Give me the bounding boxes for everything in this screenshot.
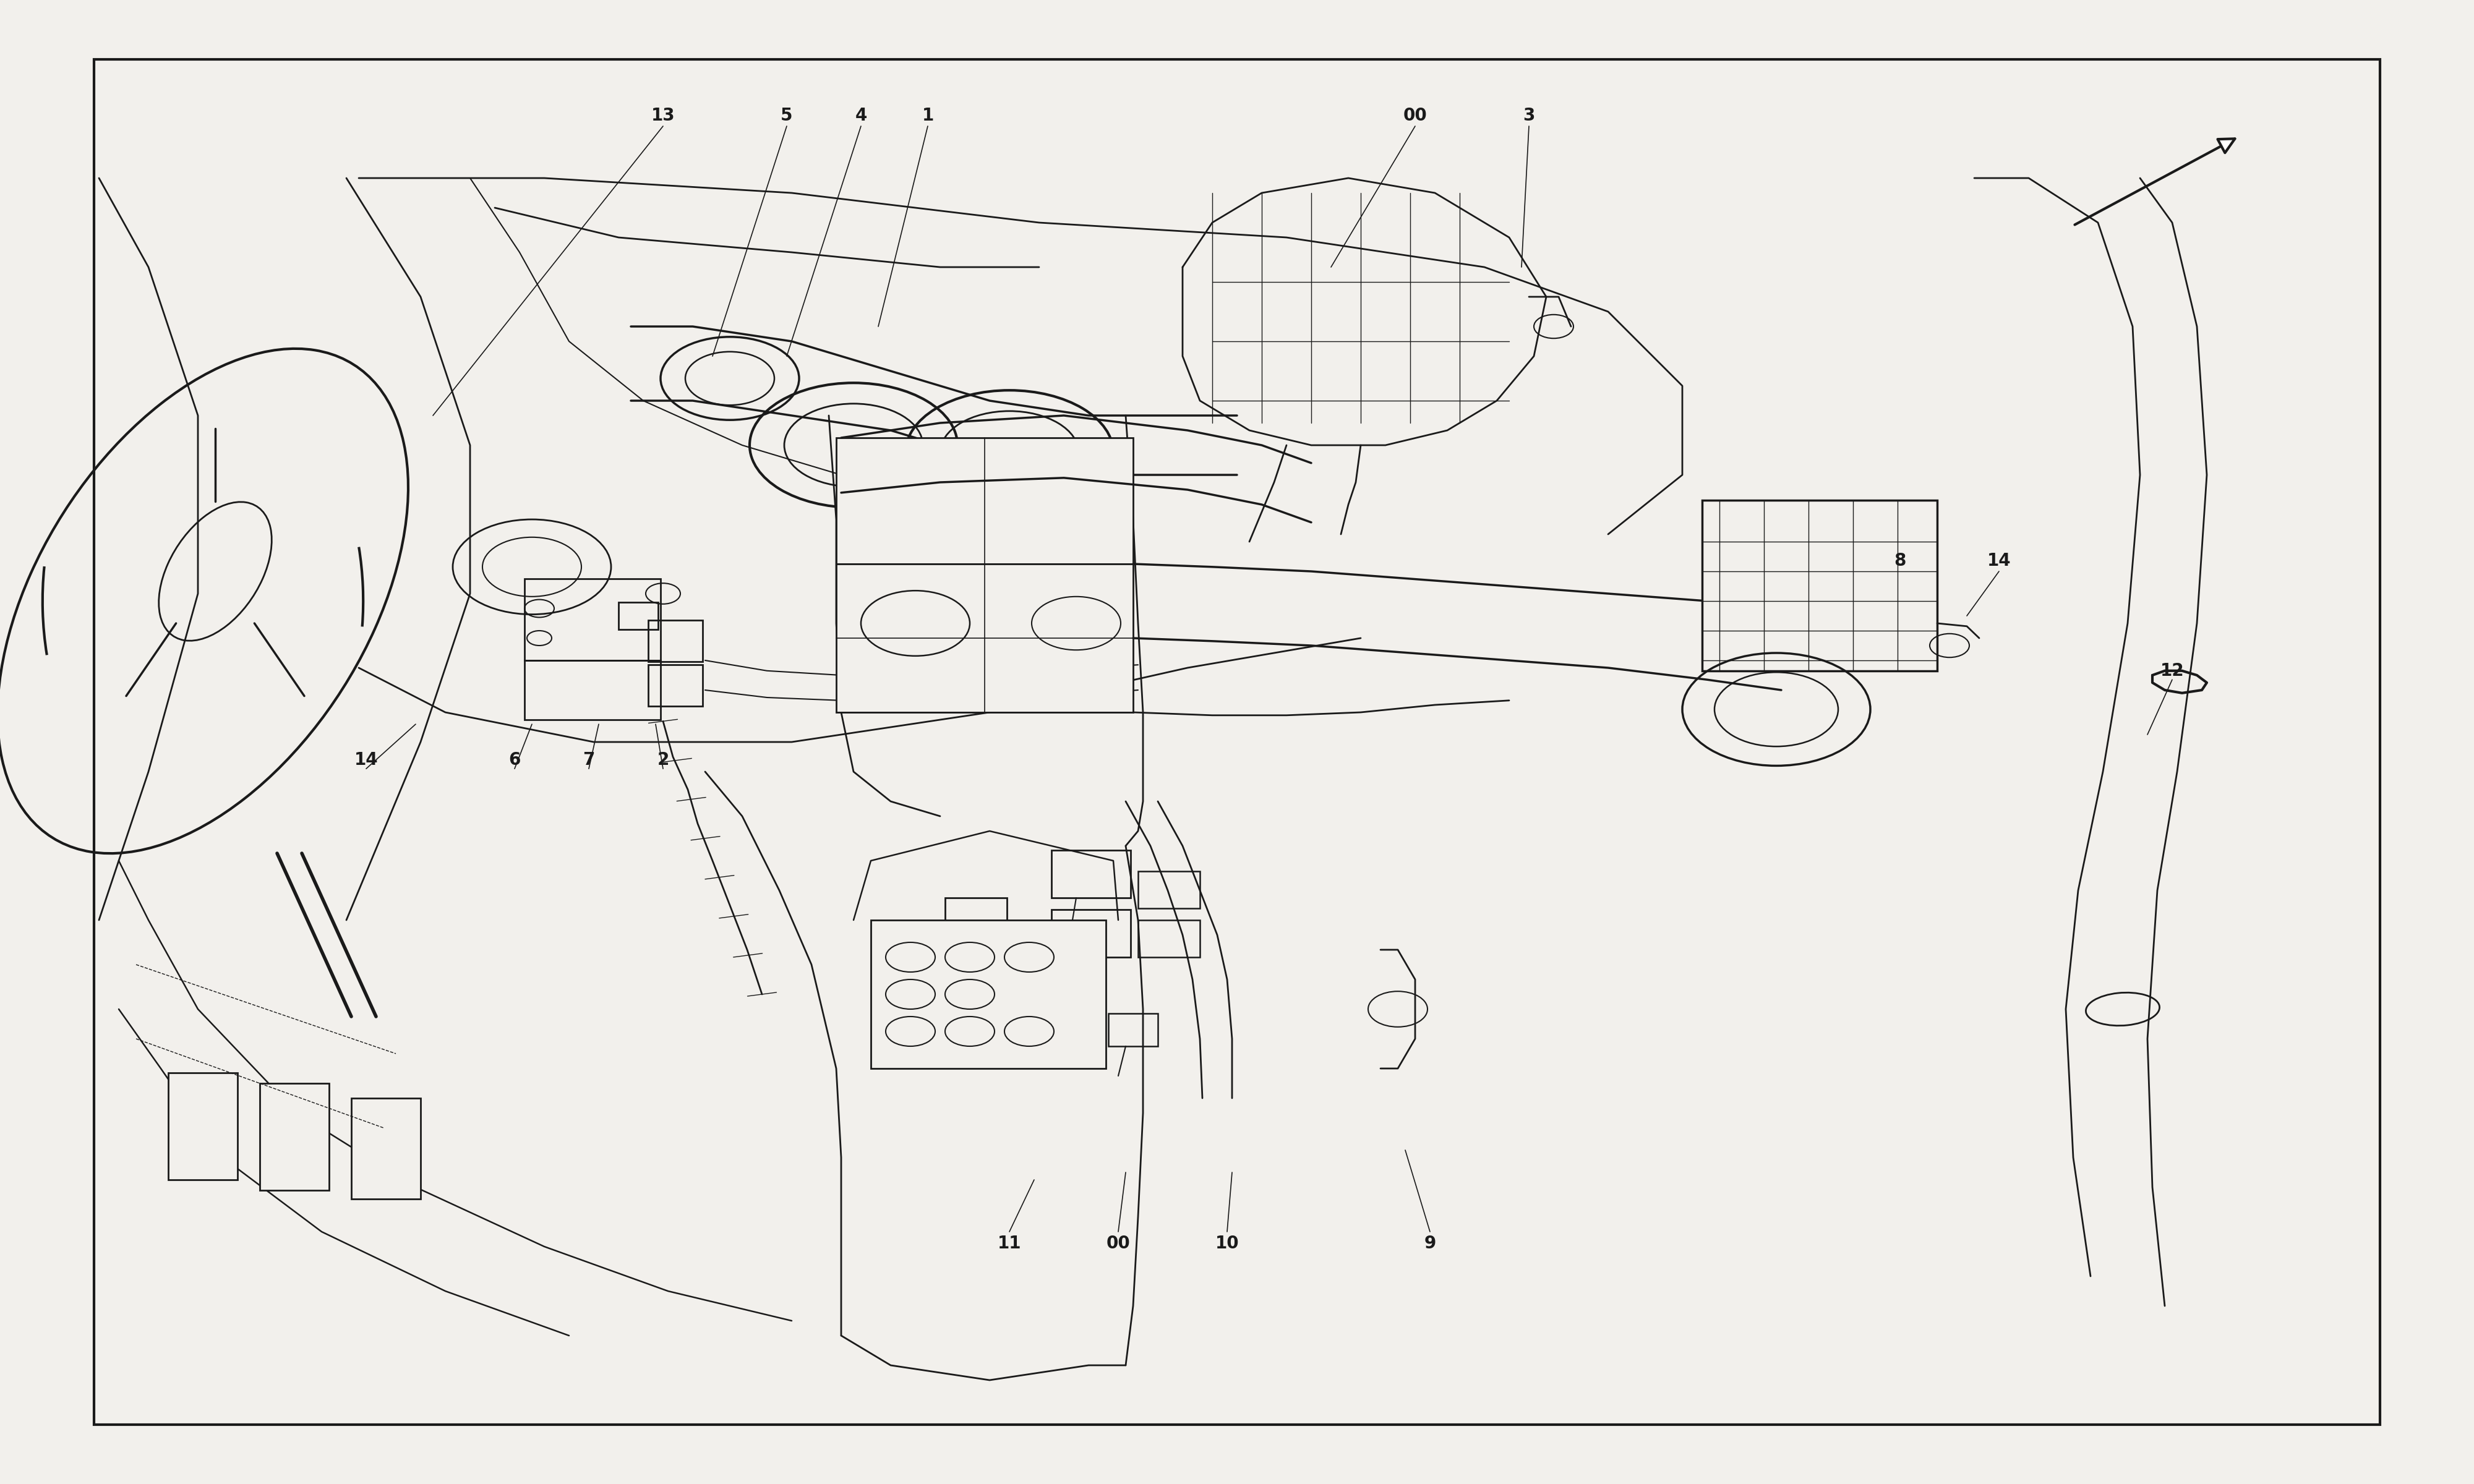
Bar xyxy=(1138,871,1200,908)
Bar xyxy=(260,1083,329,1190)
Text: 00: 00 xyxy=(1106,1235,1131,1252)
Text: 5: 5 xyxy=(782,107,792,125)
Bar xyxy=(351,1098,421,1199)
Text: 6: 6 xyxy=(510,751,520,769)
Text: 4: 4 xyxy=(856,107,866,125)
Bar xyxy=(836,564,1133,712)
Bar xyxy=(836,438,1133,564)
Bar xyxy=(524,579,661,660)
Bar xyxy=(524,660,661,720)
Text: 12: 12 xyxy=(2160,662,2185,680)
Text: 11: 11 xyxy=(997,1235,1022,1252)
Text: 14: 14 xyxy=(354,751,379,769)
Text: 3: 3 xyxy=(1524,107,1534,125)
Bar xyxy=(648,665,703,706)
Bar xyxy=(1702,500,1937,671)
Bar xyxy=(1051,910,1131,957)
Bar xyxy=(618,603,658,629)
Text: 9: 9 xyxy=(1425,1235,1435,1252)
Bar xyxy=(871,920,1106,1068)
Text: 00: 00 xyxy=(1403,107,1427,125)
Text: 10: 10 xyxy=(1215,1235,1239,1252)
Text: 8: 8 xyxy=(1895,552,1905,570)
Text: 13: 13 xyxy=(651,107,675,125)
Bar xyxy=(945,898,1007,942)
Text: 14: 14 xyxy=(1987,552,2011,570)
Bar xyxy=(1138,920,1200,957)
Bar xyxy=(648,620,703,662)
Text: 1: 1 xyxy=(923,107,933,125)
Text: 2: 2 xyxy=(658,751,668,769)
Bar xyxy=(1051,850,1131,898)
Bar xyxy=(1108,1014,1158,1046)
Text: 7: 7 xyxy=(584,751,594,769)
Bar xyxy=(168,1073,238,1180)
